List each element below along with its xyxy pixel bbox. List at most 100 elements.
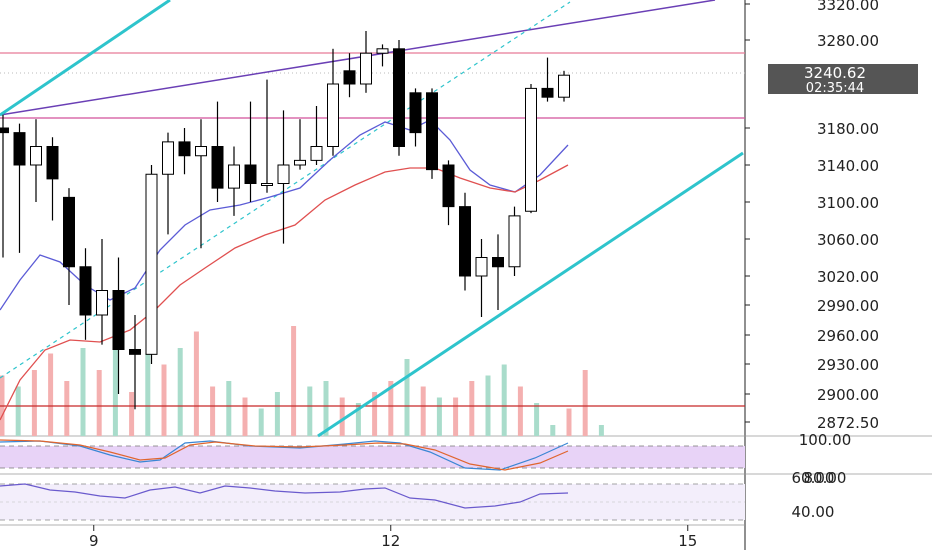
volume-bar — [534, 403, 540, 436]
volume-bar — [112, 331, 118, 436]
candle-body — [46, 146, 59, 180]
stoch-tick-label: 80.00 — [804, 469, 847, 487]
candle-body — [343, 70, 356, 85]
candle — [525, 84, 537, 214]
time-tick-label: 12 — [381, 532, 400, 550]
candle-body — [327, 83, 339, 147]
candle — [508, 206, 521, 276]
price-tick-label: 3140.00 — [817, 157, 879, 175]
volume-bar — [210, 386, 216, 436]
candle-body — [525, 87, 537, 212]
time-tick-label: 9 — [89, 532, 99, 550]
volume-bar — [517, 386, 523, 436]
candle-body — [112, 290, 125, 350]
candle-body — [360, 52, 372, 85]
volume-bar — [582, 370, 588, 436]
volume-bar — [404, 359, 410, 436]
candle-body — [393, 48, 405, 147]
candle-body — [129, 349, 141, 355]
volume-bar — [15, 386, 21, 436]
candle — [409, 88, 422, 147]
time-tick-label: 15 — [678, 532, 697, 550]
cyan-trendline-lower — [317, 151, 744, 438]
candle — [63, 188, 75, 305]
candle-body — [178, 141, 191, 157]
candle — [459, 192, 471, 291]
cyan-dashed-line — [0, 1, 571, 379]
candle — [13, 123, 26, 253]
candle — [30, 119, 42, 202]
volume-bar — [436, 397, 442, 436]
rsi-tick-label: 40.00 — [792, 503, 835, 521]
volume-bar — [80, 348, 86, 436]
candle — [558, 70, 570, 102]
candle-body — [426, 92, 438, 171]
volume-bar — [566, 408, 572, 436]
candle-body — [310, 146, 323, 161]
volume-bar — [161, 364, 167, 436]
price-tick-label: 2990.00 — [817, 297, 879, 315]
candle-body — [211, 146, 224, 189]
volume-bar — [129, 392, 135, 436]
candle — [195, 119, 207, 249]
candle — [46, 137, 59, 221]
candle — [426, 88, 438, 179]
candle — [261, 79, 273, 193]
price-axis: 3320.00 3280.00 3180.00 3140.00 3100.00 3060.… — [745, 0, 879, 521]
candle-body — [244, 164, 257, 184]
candle — [327, 48, 339, 156]
volume-bar — [177, 348, 183, 436]
volume-bar — [258, 408, 264, 436]
volume-bar — [64, 381, 70, 436]
price-tick-label: 3180.00 — [817, 120, 879, 138]
candle-body — [409, 92, 422, 134]
candle — [112, 257, 125, 394]
candle-body — [63, 196, 75, 268]
candle-body — [96, 290, 108, 316]
candle-body — [492, 257, 504, 268]
volume-bar — [145, 353, 151, 436]
volume-bar — [550, 425, 556, 436]
candle — [145, 165, 158, 364]
volume-bar — [453, 397, 459, 436]
candle — [211, 101, 224, 202]
candle — [277, 110, 290, 244]
volume-bar — [388, 381, 394, 436]
price-tick-label: 3280.00 — [817, 32, 879, 50]
last-price-badge — [768, 64, 918, 94]
price-tick-label: 2872.50 — [817, 414, 879, 432]
volume-bar — [242, 397, 248, 436]
last-price-value: 3240.62 — [804, 64, 866, 82]
price-tick-label: 2900.00 — [817, 386, 879, 404]
moving-average-slow — [0, 164, 569, 421]
candle-body — [195, 146, 207, 157]
candle-body — [508, 215, 521, 268]
volume-bar — [598, 425, 604, 436]
candle-body — [442, 164, 455, 208]
time-axis: 9 12 15 — [89, 525, 697, 550]
candle-body — [228, 164, 240, 189]
price-tick-label: 3320.00 — [817, 0, 879, 14]
candle — [294, 119, 306, 170]
stoch-tick-label: 100.00 — [799, 431, 852, 449]
price-tick-label: 3100.00 — [817, 194, 879, 212]
candle — [129, 315, 141, 410]
candle-body — [294, 159, 306, 166]
candle-body — [162, 141, 174, 175]
candle — [0, 114, 9, 258]
rsi-tick-label: 60.00 — [792, 469, 835, 487]
candle — [360, 31, 372, 93]
volume-bar — [31, 370, 37, 436]
volume-bar — [323, 381, 329, 436]
price-tick-label: 3060.00 — [817, 231, 879, 249]
candle — [442, 160, 455, 226]
candle-body — [277, 164, 290, 184]
candle — [310, 106, 323, 165]
candle-body — [261, 183, 273, 186]
candle — [162, 132, 174, 235]
volume-bar — [501, 364, 507, 436]
candle-body — [541, 87, 554, 98]
candle — [178, 128, 191, 175]
